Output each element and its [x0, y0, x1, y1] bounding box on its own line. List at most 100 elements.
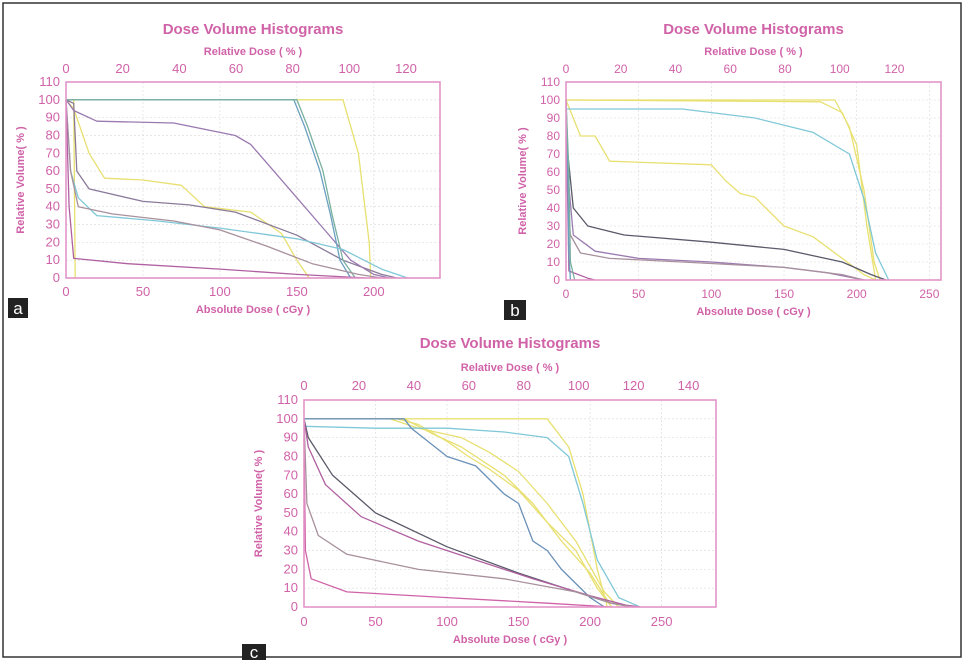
y-tick-label: 20 — [284, 561, 298, 576]
y-tick-label: 10 — [284, 580, 298, 595]
panel-letter-badge — [242, 644, 266, 660]
y-tick-label: 50 — [547, 183, 561, 197]
y-tick-label: 100 — [540, 93, 560, 107]
x-tick-label: 200 — [847, 287, 867, 301]
y-tick-label: 30 — [547, 219, 561, 233]
x-tick-label: 100 — [209, 284, 231, 299]
dvh-curve-c-1 — [304, 418, 620, 608]
panel-letter: b — [510, 301, 519, 320]
y-tick-label: 70 — [284, 467, 298, 482]
panel-c: Dose Volume Histograms Relative Dose ( % … — [242, 335, 717, 660]
y-tick-label: 110 — [541, 75, 560, 89]
y-tick-label: 60 — [46, 163, 60, 178]
top-tick-label: 40 — [172, 61, 186, 76]
x-tick-label: 50 — [632, 287, 646, 301]
top-tick-label: 80 — [285, 61, 299, 76]
y-tick-label: 0 — [291, 599, 298, 614]
dvh-curve-b-6 — [565, 171, 865, 281]
dvh-curve-b-2 — [565, 99, 876, 281]
y-axis-label: Relative Volume( % ) — [15, 126, 27, 234]
y-axis-label: Relative Volume( % ) — [517, 127, 529, 235]
y-tick-label: 20 — [547, 237, 561, 251]
dvh-curve-b-0 — [566, 99, 881, 281]
y-tick-label: 110 — [39, 74, 60, 89]
panel-letter: a — [13, 299, 23, 318]
x-tick-label: 0 — [300, 614, 307, 629]
dvh-curve-c-9 — [303, 437, 612, 608]
plot-frame — [65, 81, 441, 279]
top-axis-label: Relative Dose ( % ) — [704, 46, 803, 58]
dvh-curve-c-8 — [303, 418, 634, 608]
y-tick-label: 0 — [553, 273, 560, 287]
top-tick-label: 100 — [338, 61, 360, 76]
x-tick-label: 150 — [774, 287, 794, 301]
top-tick-label: 120 — [395, 61, 417, 76]
y-axis-label: Relative Volume( % ) — [253, 449, 265, 557]
x-axis-label: Absolute Dose ( cGy ) — [696, 306, 811, 318]
y-tick-label: 10 — [547, 255, 561, 269]
dvh-curve-b-4 — [565, 135, 887, 281]
top-tick-label: 80 — [778, 62, 792, 76]
top-tick-label: 60 — [229, 61, 243, 76]
top-tick-label: 100 — [568, 378, 590, 393]
y-tick-label: 40 — [46, 199, 60, 214]
dvh-curve-b-7 — [565, 103, 596, 281]
top-tick-label: 0 — [62, 61, 69, 76]
panel-b: Dose Volume Histograms Relative Dose ( % … — [504, 21, 942, 320]
top-tick-label: 40 — [407, 378, 421, 393]
top-axis-label: Relative Dose ( % ) — [461, 362, 560, 374]
x-tick-label: 150 — [286, 284, 308, 299]
y-tick-label: 90 — [284, 430, 298, 445]
y-tick-label: 10 — [46, 252, 60, 267]
y-tick-label: 80 — [284, 448, 298, 463]
x-axis-label: Absolute Dose ( cGy ) — [453, 634, 568, 646]
x-tick-label: 50 — [136, 284, 150, 299]
dvh-curve-c-0 — [304, 418, 608, 608]
top-axis-label: Relative Dose ( % ) — [204, 46, 303, 58]
dvh-curve-b-9 — [565, 99, 576, 281]
y-tick-label: 40 — [547, 201, 561, 215]
top-tick-label: 80 — [516, 378, 530, 393]
y-tick-label: 40 — [284, 524, 298, 539]
chart-title: Dose Volume Histograms — [663, 21, 844, 38]
x-tick-label: 200 — [579, 614, 601, 629]
dvh-curve-a-8 — [65, 99, 382, 279]
panel-letter: c — [250, 643, 259, 660]
x-tick-label: 50 — [368, 614, 382, 629]
chart-title: Dose Volume Histograms — [420, 335, 601, 352]
top-tick-label: 40 — [669, 62, 683, 76]
top-tick-label: 60 — [724, 62, 738, 76]
chart-title: Dose Volume Histograms — [163, 21, 344, 38]
y-tick-label: 50 — [284, 505, 298, 520]
dvh-curve-a-6 — [66, 99, 356, 279]
panel-letter-badge — [8, 298, 28, 318]
x-tick-label: 100 — [436, 614, 458, 629]
x-tick-label: 150 — [508, 614, 530, 629]
top-tick-label: 120 — [884, 62, 904, 76]
x-tick-label: 0 — [563, 287, 570, 301]
top-tick-label: 0 — [300, 378, 307, 393]
x-tick-label: 200 — [363, 284, 385, 299]
plot-frame — [565, 81, 942, 281]
dvh-curve-c-5 — [304, 418, 605, 608]
y-tick-label: 80 — [46, 127, 60, 142]
y-tick-label: 0 — [53, 270, 60, 285]
top-tick-label: 100 — [830, 62, 850, 76]
top-tick-label: 120 — [623, 378, 645, 393]
y-tick-label: 30 — [46, 217, 60, 232]
y-tick-label: 50 — [46, 181, 60, 196]
panel-a: Dose Volume Histograms Relative Dose ( % … — [8, 21, 441, 318]
y-tick-label: 80 — [547, 129, 561, 143]
x-axis-label: Absolute Dose ( cGy ) — [196, 304, 311, 316]
dvh-curve-a-4 — [65, 99, 390, 279]
x-tick-label: 100 — [701, 287, 721, 301]
dvh-curve-a-9 — [65, 99, 367, 279]
y-tick-label: 110 — [277, 392, 298, 407]
dvh-curve-b-1 — [565, 99, 877, 281]
y-tick-label: 100 — [276, 411, 298, 426]
y-tick-label: 70 — [46, 145, 60, 160]
top-tick-label: 140 — [678, 378, 700, 393]
y-tick-label: 70 — [547, 147, 561, 161]
